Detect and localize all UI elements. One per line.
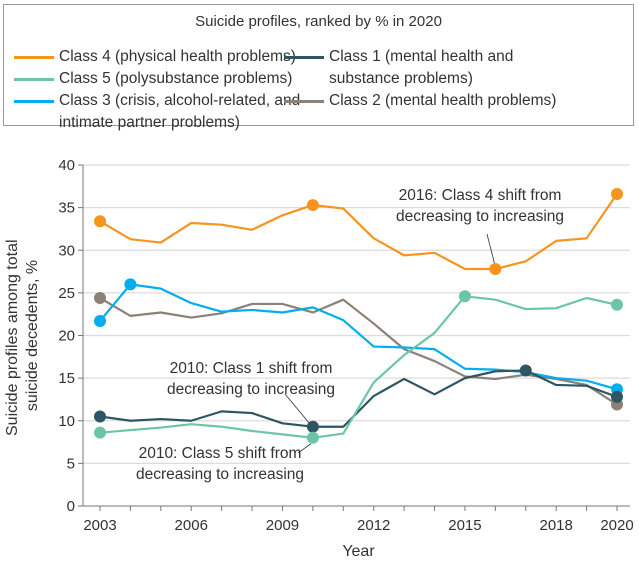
legend-item-class-5: Class 5 (polysubstance problems) <box>14 68 292 90</box>
y-axis-title: Suicide profiles among total suicide dec… <box>4 235 41 436</box>
y-tick-label: 35 <box>58 200 75 217</box>
legend-title: Suicide profiles, ranked by % in 2020 <box>195 13 442 30</box>
y-axis-title-line-2: suicide decedents, % <box>24 260 41 411</box>
series-line-class-1 <box>99 369 618 428</box>
annotation-class-4: 2016: Class 4 shift from decreasing to in… <box>396 187 564 264</box>
series-line-class-2 <box>99 297 618 406</box>
legend-item-class-1: Class 1 (mental health and substance pro… <box>284 46 513 90</box>
data-point-class-4 <box>94 215 106 228</box>
annotation-class-1: 2010: Class 1 shift from decreasing to in… <box>167 360 335 424</box>
legend-label-class-3: Class 3 (crisis, alcohol-related, and in… <box>59 90 300 134</box>
legend-label-class-4: Class 4 (physical health problems) <box>59 48 296 65</box>
legend-swatch-class-2 <box>284 100 324 103</box>
y-tick-label: 0 <box>67 498 75 515</box>
legend-label-class-5: Class 5 (polysubstance problems) <box>59 70 293 87</box>
series-line-class-5 <box>99 295 618 439</box>
annotation-text: 2016: Class 4 shift from <box>399 187 562 204</box>
data-point-class-4 <box>489 263 502 276</box>
data-point-class-4 <box>306 199 319 212</box>
data-point-class-2 <box>94 291 106 304</box>
x-axis-title: Year <box>342 543 375 560</box>
data-point-class-4 <box>611 187 623 200</box>
annotation-text: 2010: Class 1 shift from <box>170 360 333 377</box>
annotation-text: 2010: Class 5 shift from <box>139 445 302 462</box>
series-line-class-4 <box>99 193 618 271</box>
annotations: 2016: Class 4 shift from decreasing to in… <box>136 187 564 483</box>
x-tick-label: 2015 <box>448 517 481 534</box>
x-tick-label: 2020 <box>600 517 633 534</box>
y-tick-label: 25 <box>58 285 75 302</box>
legend-swatch-class-1 <box>284 56 324 59</box>
annotation-leader-line <box>284 393 310 424</box>
annotation-leader-line <box>297 443 312 454</box>
legend-item-class-2: Class 2 (mental health problems) <box>284 90 556 112</box>
annotation-text: decreasing to increasing <box>136 466 304 483</box>
x-tick-label: 2018 <box>539 517 572 534</box>
data-point-class-1 <box>306 420 319 433</box>
legend: Suicide profiles, ranked by % in 2020 Cl… <box>3 4 634 131</box>
series-class-4 <box>94 187 623 276</box>
data-point-class-1 <box>519 364 532 377</box>
annotation-text: decreasing to increasing <box>167 381 335 398</box>
y-tick-label: 10 <box>58 413 75 430</box>
x-tick-label: 2006 <box>175 517 208 534</box>
x-axis-ticks: 2003 2006 2009 2012 2015 2018 2020 <box>83 506 634 534</box>
annotation-class-5: 2010: Class 5 shift from decreasing to in… <box>136 443 312 483</box>
x-tick-label: 2003 <box>83 517 116 534</box>
y-tick-label: 40 <box>58 157 75 174</box>
data-point-class-5 <box>306 431 319 444</box>
legend-item-class-3: Class 3 (crisis, alcohol-related, and in… <box>14 90 300 134</box>
data-point-class-3 <box>124 278 137 291</box>
annotation-text: decreasing to increasing <box>396 208 564 225</box>
legend-label-class-3-line-2: intimate partner problems) <box>59 114 240 131</box>
data-point-class-1 <box>94 410 106 423</box>
legend-label-class-1: Class 1 (mental health and substance pro… <box>329 46 513 90</box>
legend-swatch-class-3 <box>14 100 54 103</box>
data-point-class-5 <box>611 298 623 311</box>
y-tick-label: 20 <box>58 328 75 345</box>
series-class-5 <box>94 290 623 444</box>
y-axis-ticks: 0 5 10 15 20 25 30 35 40 <box>58 157 83 515</box>
y-tick-label: 5 <box>67 455 75 472</box>
series-class-1 <box>94 364 623 433</box>
y-tick-label: 30 <box>58 242 75 259</box>
y-axis-title-line-1: Suicide profiles among total <box>4 239 21 436</box>
legend-item-class-4: Class 4 (physical health problems) <box>14 46 296 68</box>
annotation-leader-line <box>486 233 495 264</box>
data-point-class-1 <box>611 390 623 403</box>
legend-label-class-1-line-2: substance problems) <box>329 70 473 87</box>
legend-label-class-2: Class 2 (mental health problems) <box>329 92 557 109</box>
legend-label-class-1-line-1: Class 1 (mental health and <box>329 48 514 65</box>
legend-label-class-3-line-1: Class 3 (crisis, alcohol-related, and <box>59 92 301 109</box>
data-point-class-3 <box>94 315 106 328</box>
series-group <box>94 187 623 444</box>
data-point-class-5 <box>458 290 471 303</box>
data-point-class-5 <box>94 426 106 439</box>
y-tick-label: 15 <box>58 370 75 387</box>
x-tick-label: 2009 <box>266 517 299 534</box>
legend-swatch-class-5 <box>14 78 54 81</box>
x-tick-label: 2012 <box>357 517 390 534</box>
legend-swatch-class-4 <box>14 56 54 59</box>
